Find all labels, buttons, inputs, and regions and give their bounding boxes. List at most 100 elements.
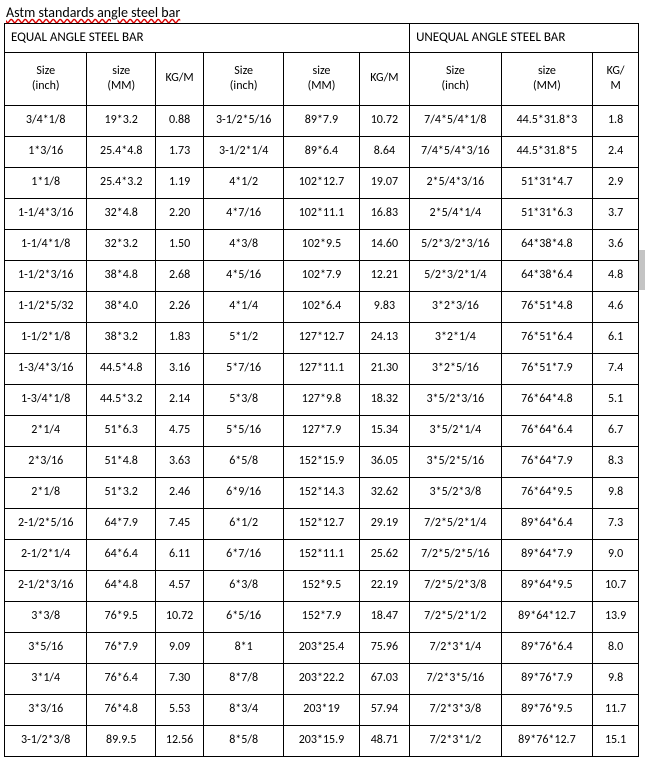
table-cell: 89*76*6.4 (501, 632, 593, 663)
table-cell: 2*1/8 (5, 477, 87, 508)
table-cell: 11.7 (593, 694, 639, 725)
col-header: size(MM) (284, 52, 360, 105)
table-cell: 2.14 (156, 384, 204, 415)
table-cell: 25.62 (359, 539, 409, 570)
table-cell: 2.4 (593, 136, 639, 167)
col-header: KG/M (359, 52, 409, 105)
table-cell: 0.88 (156, 105, 204, 136)
table-cell: 1.19 (156, 167, 204, 198)
table-cell: 7/4*5/4*1/8 (410, 105, 502, 136)
table-cell: 1*3/16 (5, 136, 87, 167)
table-cell: 5*3/8 (204, 384, 284, 415)
scrollbar-thumb[interactable] (639, 250, 645, 290)
table-row: 1-3/4*3/1644.5*4.83.165*7/16127*11.121.3… (5, 353, 639, 384)
table-cell: 152*12.7 (284, 508, 360, 539)
table-cell: 3*5/2*1/4 (410, 415, 502, 446)
table-cell: 5.1 (593, 384, 639, 415)
table-cell: 6*5/8 (204, 446, 284, 477)
page-title: Astm standards angle steel bar (6, 4, 641, 21)
table-cell: 2-1/2*1/4 (5, 539, 87, 570)
table-cell: 2.9 (593, 167, 639, 198)
table-cell: 3/4*1/8 (5, 105, 87, 136)
table-cell: 32.62 (359, 477, 409, 508)
col-header: Size(inch) (5, 52, 87, 105)
table-cell: 5*5/16 (204, 415, 284, 446)
table-cell: 3-1/2*1/4 (204, 136, 284, 167)
table-cell: 21.30 (359, 353, 409, 384)
table-cell: 7/2*5/2*3/8 (410, 570, 502, 601)
table-cell: 51*31*6.3 (501, 198, 593, 229)
table-row: 1*1/825.4*3.21.194*1/2102*12.719.072*5/4… (5, 167, 639, 198)
table-cell: 152*7.9 (284, 601, 360, 632)
table-row: 3*3/1676*4.85.538*3/4203*1957.947/2*3*3/… (5, 694, 639, 725)
table-cell: 7/2*3*3/8 (410, 694, 502, 725)
table-cell: 4*1/2 (204, 167, 284, 198)
table-cell: 7/2*5/2*1/4 (410, 508, 502, 539)
table-cell: 18.47 (359, 601, 409, 632)
table-cell: 76*64*4.8 (501, 384, 593, 415)
table-cell: 3*2*5/16 (410, 353, 502, 384)
table-cell: 203*25.4 (284, 632, 360, 663)
table-cell: 89*64*9.5 (501, 570, 593, 601)
table-cell: 51*4.8 (87, 446, 156, 477)
table-cell: 4.6 (593, 291, 639, 322)
table-cell: 89*76*12.7 (501, 725, 593, 756)
table-cell: 89.9.5 (87, 725, 156, 756)
table-cell: 51*3.2 (87, 477, 156, 508)
table-cell: 18.32 (359, 384, 409, 415)
table-cell: 152*11.1 (284, 539, 360, 570)
table-cell: 44.5*31.8*5 (501, 136, 593, 167)
table-cell: 102*11.1 (284, 198, 360, 229)
table-cell: 3.7 (593, 198, 639, 229)
table-cell: 10.7 (593, 570, 639, 601)
table-cell: 14.60 (359, 229, 409, 260)
table-cell: 4*3/8 (204, 229, 284, 260)
table-cell: 8*1 (204, 632, 284, 663)
table-cell: 1-1/2*1/8 (5, 322, 87, 353)
table-cell: 2*3/16 (5, 446, 87, 477)
table-cell: 64*7.9 (87, 508, 156, 539)
table-row: 2-1/2*1/464*6.46.116*7/16152*11.125.627/… (5, 539, 639, 570)
table-cell: 5*7/16 (204, 353, 284, 384)
group-header-equal: EQUAL ANGLE STEEL BAR (5, 24, 410, 53)
table-cell: 127*12.7 (284, 322, 360, 353)
table-cell: 3*5/2*3/8 (410, 477, 502, 508)
table-cell: 7/2*3*5/16 (410, 663, 502, 694)
table-cell: 76*64*7.9 (501, 446, 593, 477)
table-cell: 12.21 (359, 260, 409, 291)
table-cell: 1-3/4*3/16 (5, 353, 87, 384)
table-cell: 76*51*7.9 (501, 353, 593, 384)
table-cell: 8.0 (593, 632, 639, 663)
table-cell: 1-3/4*1/8 (5, 384, 87, 415)
table-cell: 6*3/8 (204, 570, 284, 601)
table-cell: 10.72 (359, 105, 409, 136)
table-cell: 76*51*4.8 (501, 291, 593, 322)
table-cell: 76*51*6.4 (501, 322, 593, 353)
table-cell: 9.09 (156, 632, 204, 663)
table-cell: 48.71 (359, 725, 409, 756)
table-cell: 7.30 (156, 663, 204, 694)
table-cell: 3.16 (156, 353, 204, 384)
table-cell: 152*15.9 (284, 446, 360, 477)
table-cell: 51*31*4.7 (501, 167, 593, 198)
table-cell: 3-1/2*5/16 (204, 105, 284, 136)
table-cell: 6.11 (156, 539, 204, 570)
table-cell: 3*1/4 (5, 663, 87, 694)
table-cell: 89*6.4 (284, 136, 360, 167)
table-cell: 25.4*4.8 (87, 136, 156, 167)
table-cell: 32*4.8 (87, 198, 156, 229)
table-cell: 2*5/4*1/4 (410, 198, 502, 229)
table-cell: 13.9 (593, 601, 639, 632)
table-cell: 89*76*9.5 (501, 694, 593, 725)
table-cell: 8.64 (359, 136, 409, 167)
table-cell: 5.53 (156, 694, 204, 725)
table-cell: 1.83 (156, 322, 204, 353)
table-cell: 51*6.3 (87, 415, 156, 446)
table-cell: 4.57 (156, 570, 204, 601)
table-cell: 152*9.5 (284, 570, 360, 601)
table-cell: 6*7/16 (204, 539, 284, 570)
col-header: size(MM) (87, 52, 156, 105)
table-cell: 152*14.3 (284, 477, 360, 508)
table-cell: 15.1 (593, 725, 639, 756)
table-cell: 7/4*5/4*3/16 (410, 136, 502, 167)
